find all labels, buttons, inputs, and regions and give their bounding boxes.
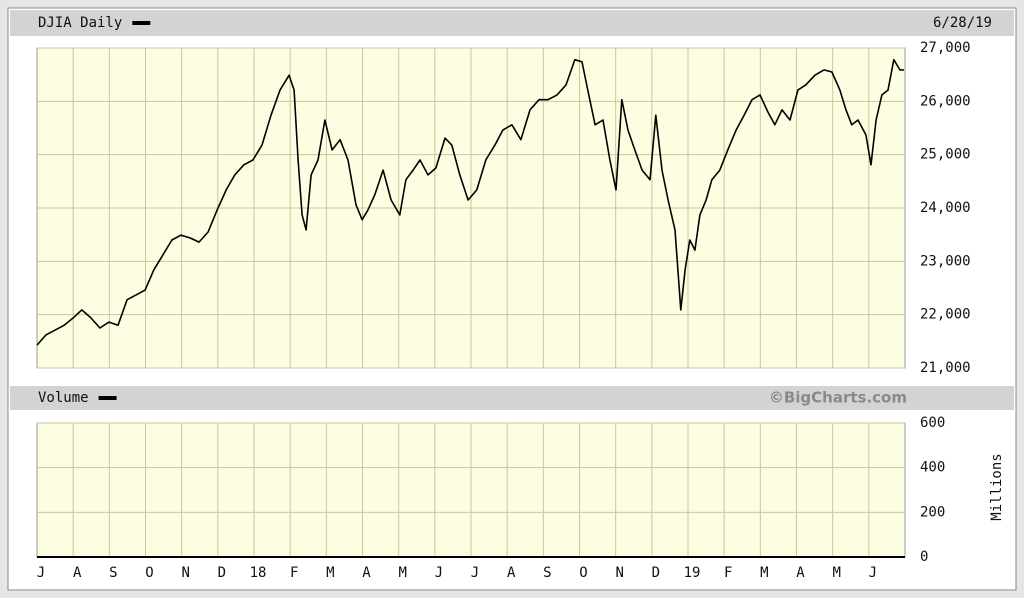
y-tick-label: 26,000	[920, 93, 971, 109]
legend-swatch	[132, 21, 151, 25]
y-tick-label: 25,000	[920, 147, 971, 163]
date-label: 6/28/19	[933, 15, 992, 31]
x-tick-label: M	[398, 565, 406, 581]
y-tick-label: 21,000	[920, 360, 971, 376]
source-label: ©BigCharts.com	[769, 389, 907, 407]
x-tick-label: F	[724, 565, 732, 581]
legend-swatch	[98, 396, 117, 400]
x-tick-label: F	[290, 565, 298, 581]
x-tick-label: 19	[684, 565, 701, 581]
y-tick-label: 24,000	[920, 200, 971, 216]
x-tick-label: N	[181, 565, 189, 581]
y-tick-label: 200	[920, 504, 945, 520]
x-tick-label: M	[760, 565, 768, 581]
x-tick-label: M	[326, 565, 334, 581]
y-tick-label: 0	[920, 549, 928, 565]
x-tick-label: N	[615, 565, 623, 581]
x-tick-label: A	[796, 565, 805, 581]
x-tick-label: J	[37, 565, 45, 581]
y-tick-label: 400	[920, 460, 945, 476]
x-tick-label: J	[435, 565, 443, 581]
x-tick-label: 18	[250, 565, 267, 581]
volume-strip	[10, 386, 1014, 410]
x-tick-label: A	[507, 565, 516, 581]
x-tick-label: S	[543, 565, 551, 581]
x-tick-label: S	[109, 565, 117, 581]
x-tick-label: J	[869, 565, 877, 581]
y-tick-label: 22,000	[920, 307, 971, 323]
x-tick-label: O	[145, 565, 153, 581]
x-tick-label: A	[362, 565, 371, 581]
x-tick-label: D	[218, 565, 226, 581]
volume-title: Volume	[38, 390, 89, 406]
chart-title: DJIA Daily	[38, 15, 122, 31]
x-tick-label: M	[832, 565, 840, 581]
x-tick-label: J	[471, 565, 479, 581]
header-strip	[10, 10, 1014, 36]
x-tick-label: O	[579, 565, 587, 581]
x-tick-label: D	[652, 565, 660, 581]
price-line	[36, 58, 904, 346]
y-tick-label: 23,000	[920, 253, 971, 269]
y-axis-label: Millions	[989, 453, 1005, 520]
y-tick-label: 600	[920, 415, 945, 431]
y-tick-label: 27,000	[920, 40, 971, 56]
x-tick-label: A	[73, 565, 82, 581]
